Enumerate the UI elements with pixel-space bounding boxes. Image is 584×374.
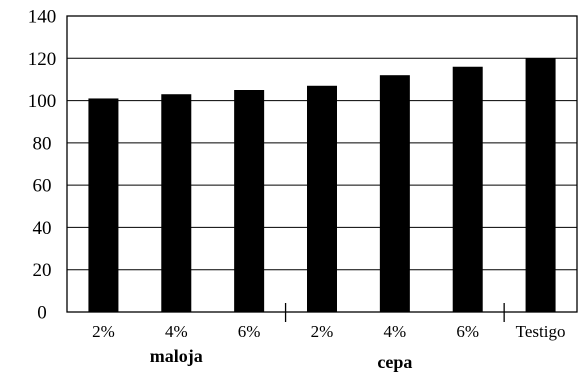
y-tick-labels: 0 20 40 60 80 100 120 140: [28, 7, 57, 324]
y-tick-label: 0: [37, 303, 47, 324]
y-tick-label: 120: [28, 49, 57, 70]
bar: [234, 90, 265, 312]
plot-frame: [66, 15, 578, 313]
group-label: cepa: [377, 352, 412, 372]
bar: [307, 85, 337, 313]
group-labels: maloja cepa: [150, 346, 413, 372]
bar: [161, 94, 192, 312]
axes: [66, 15, 578, 322]
bar: [379, 75, 410, 312]
x-tick-label: Testigo: [516, 322, 566, 341]
y-tick-label: 20: [33, 260, 52, 281]
group-label: maloja: [150, 346, 203, 366]
x-tick-label: 6%: [456, 322, 479, 341]
x-tick-labels: 2% 4% 6% 2% 4% 6% Testigo: [92, 322, 565, 341]
y-tick-label: 140: [28, 7, 57, 28]
y-tick-label: 60: [33, 176, 52, 197]
bar: [452, 66, 483, 312]
x-tick-label: 2%: [311, 322, 334, 341]
y-tick-label: 80: [33, 133, 52, 154]
x-tick-label: 2%: [92, 322, 115, 341]
y-tick-label: 100: [28, 91, 57, 112]
bar: [88, 98, 119, 312]
bars: [88, 58, 556, 313]
bar: [525, 58, 556, 313]
x-tick-label: 4%: [384, 322, 407, 341]
y-tick-label: 40: [33, 218, 52, 239]
x-tick-label: 6%: [238, 322, 261, 341]
x-tick-label: 4%: [165, 322, 188, 341]
